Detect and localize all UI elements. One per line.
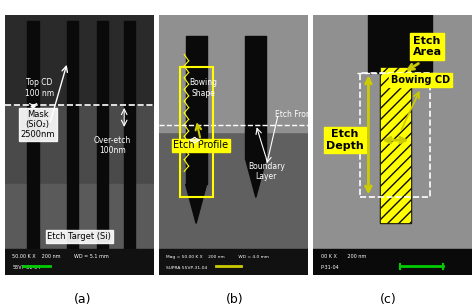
Bar xyxy=(124,21,135,270)
Text: P-31-04: P-31-04 xyxy=(321,265,339,270)
Bar xyxy=(5,249,154,275)
Bar xyxy=(159,15,308,132)
Text: Etch
Depth: Etch Depth xyxy=(326,129,364,151)
Bar xyxy=(159,249,308,275)
Text: (c): (c) xyxy=(380,293,397,306)
Text: Mask
(SiO₂)
2500nm: Mask (SiO₂) 2500nm xyxy=(20,110,55,140)
Polygon shape xyxy=(246,159,266,197)
Bar xyxy=(380,67,411,223)
Bar xyxy=(380,67,411,223)
Bar xyxy=(313,249,472,275)
Text: 50.00 K X    200 nm         WD = 5.1 mm: 50.00 K X 200 nm WD = 5.1 mm xyxy=(12,255,109,259)
Text: Etch
Area: Etch Area xyxy=(412,36,442,57)
Bar xyxy=(5,106,154,275)
Text: Bowing CD: Bowing CD xyxy=(391,75,450,85)
Text: Etch Profile: Etch Profile xyxy=(173,140,228,150)
Bar xyxy=(67,21,78,270)
Text: (a): (a) xyxy=(74,293,91,306)
Bar xyxy=(368,15,432,73)
Text: Over-etch
100nm: Over-etch 100nm xyxy=(94,136,131,155)
Polygon shape xyxy=(186,184,207,223)
Text: Mag = 50.00 K X    200 nm          WD = 4.0 mm: Mag = 50.00 K X 200 nm WD = 4.0 mm xyxy=(166,256,269,259)
Text: SUPRA 55VP-31-04: SUPRA 55VP-31-04 xyxy=(166,266,208,270)
Bar xyxy=(5,184,154,275)
Bar xyxy=(27,21,39,270)
Bar xyxy=(360,73,430,197)
Text: Boundary
Layer: Boundary Layer xyxy=(248,162,285,181)
Text: 55VP-31-04: 55VP-31-04 xyxy=(12,265,41,270)
Text: Top CD
100 nm: Top CD 100 nm xyxy=(25,78,54,98)
Bar xyxy=(180,67,212,197)
Text: Etch Front: Etch Front xyxy=(275,110,314,119)
Bar xyxy=(97,21,108,270)
Text: Bowing
Shape: Bowing Shape xyxy=(190,78,218,98)
Text: (b): (b) xyxy=(226,293,244,306)
Text: 00 K X       200 nm: 00 K X 200 nm xyxy=(321,255,366,259)
Text: Etch Target (Si): Etch Target (Si) xyxy=(47,232,111,241)
